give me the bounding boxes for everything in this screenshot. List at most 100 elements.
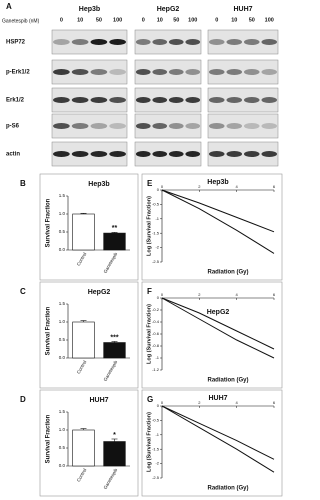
x-tick-label: 4 xyxy=(236,292,239,297)
y-tick-label: 0.5 xyxy=(59,445,66,450)
series-line xyxy=(161,405,275,460)
y-tick-label: -2.5 xyxy=(152,475,160,480)
y-tick-label: 1.5 xyxy=(59,409,66,414)
band xyxy=(90,151,108,157)
band xyxy=(243,123,260,129)
band xyxy=(135,97,151,103)
panel-letter: G xyxy=(147,395,153,404)
x-tick-label: 2 xyxy=(198,400,201,405)
bar xyxy=(72,429,95,467)
band xyxy=(53,123,70,129)
annotation: *** xyxy=(110,334,118,341)
y-tick-label: -1 xyxy=(155,216,159,221)
band xyxy=(208,151,225,157)
band xyxy=(135,123,151,129)
series-line xyxy=(161,297,275,350)
band xyxy=(185,151,201,157)
band xyxy=(243,151,260,157)
band xyxy=(243,97,260,103)
y-tick-label: -2.5 xyxy=(152,259,160,264)
x-tick-label: 0 xyxy=(161,400,164,405)
band xyxy=(152,39,168,45)
y-tick-label: 1.5 xyxy=(59,301,66,306)
band xyxy=(185,69,201,75)
panel-letter: B xyxy=(20,179,26,188)
row-label: actin xyxy=(6,152,20,158)
dose-label: 100 xyxy=(265,17,274,23)
dose-label: 100 xyxy=(188,17,197,23)
panel-letter: C xyxy=(20,287,26,296)
panel-letter: D xyxy=(20,395,26,404)
band xyxy=(152,97,168,103)
y-tick-label: 1.0 xyxy=(59,427,66,432)
band xyxy=(135,69,151,75)
band xyxy=(71,97,89,103)
band xyxy=(90,97,108,103)
annotation: * xyxy=(113,432,116,439)
y-tick-label: 0.0 xyxy=(59,463,66,468)
y-tick-label: -1 xyxy=(155,355,159,360)
x-tick-label: Ganetespib xyxy=(103,251,119,274)
band xyxy=(152,151,168,157)
series-line xyxy=(161,189,275,254)
x-axis-label: Radiation (Gy) xyxy=(207,486,248,492)
band xyxy=(168,151,184,157)
dose-label: 10 xyxy=(157,17,163,23)
y-tick-label: 0.5 xyxy=(59,229,66,234)
y-tick-label: -2 xyxy=(155,245,159,250)
y-tick-label: -0.6 xyxy=(152,331,160,336)
band xyxy=(208,123,225,129)
band xyxy=(208,69,225,75)
panel-letter: F xyxy=(147,287,152,296)
y-tick-label: -1.2 xyxy=(152,367,160,372)
band xyxy=(168,39,184,45)
chart-title: HepG2 xyxy=(88,289,111,296)
chart-title: Hep3b xyxy=(88,181,109,188)
dose-label: 10 xyxy=(77,17,83,23)
band xyxy=(152,123,168,129)
band xyxy=(208,97,225,103)
series-line xyxy=(161,189,275,233)
band xyxy=(168,69,184,75)
band xyxy=(90,123,108,129)
y-axis-label: Log (Survival Fraction) xyxy=(146,304,152,364)
chart-title: HepG2 xyxy=(207,309,230,316)
y-axis-label: Survival Fraction xyxy=(46,414,52,463)
y-tick-label: 0 xyxy=(157,403,160,408)
band xyxy=(109,151,126,157)
chart-title: HUH7 xyxy=(208,395,227,402)
y-tick-label: 0 xyxy=(157,295,160,300)
band xyxy=(135,39,151,45)
panel-frame xyxy=(39,173,139,281)
cell-line-label: HepG2 xyxy=(157,6,180,13)
band xyxy=(185,97,201,103)
dose-label: 100 xyxy=(113,17,122,23)
chart-title: HUH7 xyxy=(89,397,108,404)
series-line xyxy=(161,297,275,359)
x-tick-label: Control xyxy=(76,252,88,267)
band xyxy=(109,97,126,103)
y-tick-label: 0.5 xyxy=(59,337,66,342)
x-axis-label: Radiation (Gy) xyxy=(207,378,248,384)
x-tick-label: Control xyxy=(76,360,88,375)
x-axis-label: Radiation (Gy) xyxy=(207,270,248,276)
annotation: ** xyxy=(112,225,118,232)
band xyxy=(168,97,184,103)
bar xyxy=(103,441,126,467)
band xyxy=(243,39,260,45)
row-label: p-Erk1/2 xyxy=(6,70,30,76)
panel-frame xyxy=(39,281,139,389)
y-tick-label: -0.8 xyxy=(152,343,160,348)
y-tick-label: 1.5 xyxy=(59,193,66,198)
panel-frame xyxy=(141,389,283,497)
band xyxy=(185,39,201,45)
series-line xyxy=(161,405,275,473)
y-tick-label: -0.2 xyxy=(152,307,160,312)
treatment-label: Ganetespib (nM) xyxy=(2,18,40,24)
y-axis-label: Log (Survival Fraction) xyxy=(146,196,152,256)
y-axis-label: Log (Survival Fraction) xyxy=(146,412,152,472)
band xyxy=(71,39,89,45)
band xyxy=(152,69,168,75)
chart-title: Hep3b xyxy=(207,179,228,186)
band xyxy=(261,97,278,103)
